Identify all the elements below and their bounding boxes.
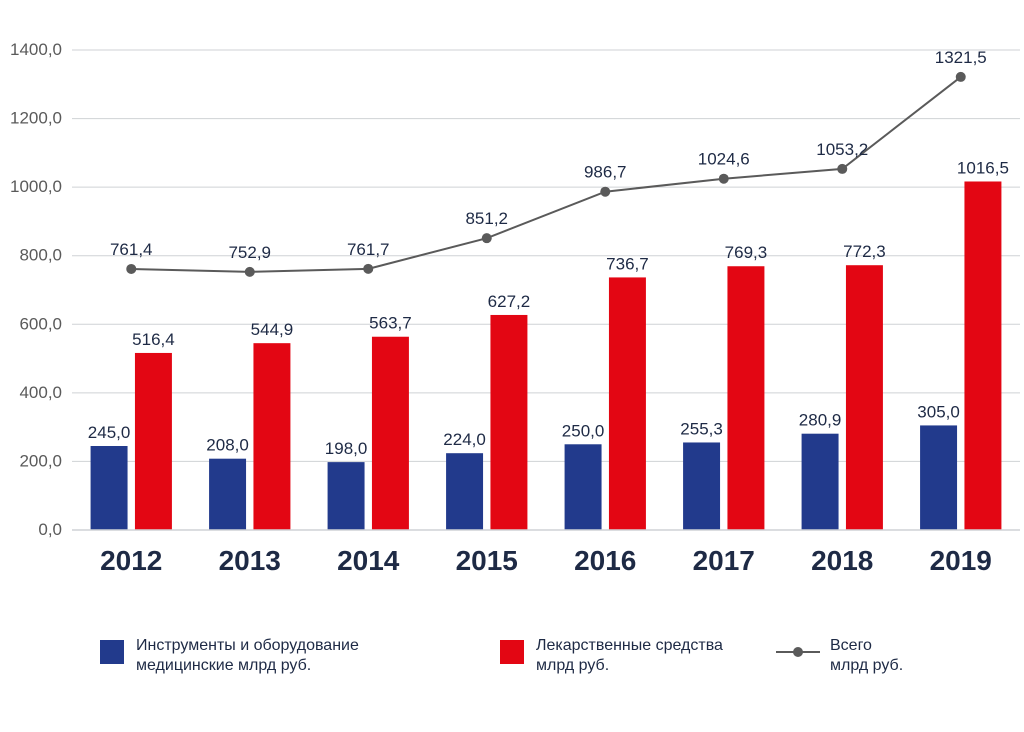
x-tick-label: 2012 — [100, 545, 162, 576]
bar-label-medicine: 736,7 — [606, 254, 649, 273]
x-tick-label: 2016 — [574, 545, 636, 576]
bar-label-instruments: 305,0 — [917, 402, 960, 421]
total-label: 1024,6 — [698, 150, 750, 169]
bar-medicine — [846, 265, 883, 530]
bar-medicine — [135, 353, 172, 530]
bar-instruments — [565, 444, 602, 530]
total-marker — [363, 264, 373, 274]
bar-medicine — [609, 277, 646, 530]
x-tick-label: 2019 — [930, 545, 992, 576]
bar-label-instruments: 245,0 — [88, 423, 131, 442]
bar-label-medicine: 769,3 — [725, 243, 768, 262]
legend-label: Всего — [830, 637, 872, 654]
y-tick-label: 600,0 — [19, 314, 62, 333]
bar-instruments — [209, 459, 246, 530]
bar-label-medicine: 544,9 — [251, 320, 294, 339]
bar-medicine — [727, 266, 764, 530]
y-tick-label: 200,0 — [19, 451, 62, 470]
y-tick-label: 1400,0 — [10, 40, 62, 59]
bar-instruments — [91, 446, 128, 530]
y-tick-label: 1200,0 — [10, 109, 62, 128]
legend-label: медицинские млрд руб. — [136, 657, 311, 674]
total-label: 986,7 — [584, 163, 627, 182]
bar-label-instruments: 255,3 — [680, 419, 723, 438]
bar-instruments — [920, 425, 957, 530]
bar-medicine — [253, 343, 290, 530]
total-marker — [600, 187, 610, 197]
x-tick-label: 2017 — [693, 545, 755, 576]
bar-label-instruments: 224,0 — [443, 430, 486, 449]
bar-instruments — [446, 453, 483, 530]
x-tick-label: 2013 — [219, 545, 281, 576]
chart-svg: 0,0 200,0 400,0 600,0 800,0 1000,0 1200,0 1400,… — [0, 0, 1024, 732]
total-marker — [126, 264, 136, 274]
total-marker — [956, 72, 966, 82]
bar-medicine — [964, 181, 1001, 530]
legend-label: млрд руб. — [536, 657, 609, 674]
x-tick-label: 2014 — [337, 545, 400, 576]
chart-root: 0,0 200,0 400,0 600,0 800,0 1000,0 1200,0 1400,… — [0, 0, 1024, 732]
bar-label-instruments: 280,9 — [799, 411, 842, 430]
total-marker — [719, 174, 729, 184]
total-label: 1321,5 — [935, 48, 987, 67]
bar-label-instruments: 198,0 — [325, 439, 368, 458]
total-label: 851,2 — [465, 209, 508, 228]
bar-label-medicine: 1016,5 — [957, 158, 1009, 177]
bar-label-medicine: 627,2 — [488, 292, 531, 311]
bar-medicine — [490, 315, 527, 530]
legend-label: млрд руб. — [830, 657, 903, 674]
y-tick-label: 400,0 — [19, 383, 62, 402]
legend-swatch — [100, 640, 124, 664]
bar-medicine — [372, 337, 409, 530]
total-label: 761,4 — [110, 240, 153, 259]
y-tick-label: 800,0 — [19, 246, 62, 265]
y-tick-label: 0,0 — [38, 520, 62, 539]
total-label: 1053,2 — [816, 140, 868, 159]
total-marker — [837, 164, 847, 174]
bar-label-instruments: 250,0 — [562, 421, 605, 440]
bar-instruments — [328, 462, 365, 530]
legend-marker-icon — [793, 647, 803, 657]
total-marker — [482, 233, 492, 243]
legend-label: Лекарственные средства — [536, 637, 723, 654]
bar-label-medicine: 516,4 — [132, 330, 175, 349]
bar-instruments — [683, 442, 720, 530]
bar-label-medicine: 563,7 — [369, 314, 412, 333]
bar-label-medicine: 772,3 — [843, 242, 886, 261]
x-tick-label: 2015 — [456, 545, 518, 576]
total-label: 761,7 — [347, 240, 390, 259]
total-marker — [245, 267, 255, 277]
legend-swatch — [500, 640, 524, 664]
legend-label: Инструменты и оборудование — [136, 637, 359, 654]
total-label: 752,9 — [228, 243, 271, 262]
bar-instruments — [802, 434, 839, 530]
x-tick-label: 2018 — [811, 545, 873, 576]
bar-label-instruments: 208,0 — [206, 436, 249, 455]
y-tick-label: 1000,0 — [10, 177, 62, 196]
